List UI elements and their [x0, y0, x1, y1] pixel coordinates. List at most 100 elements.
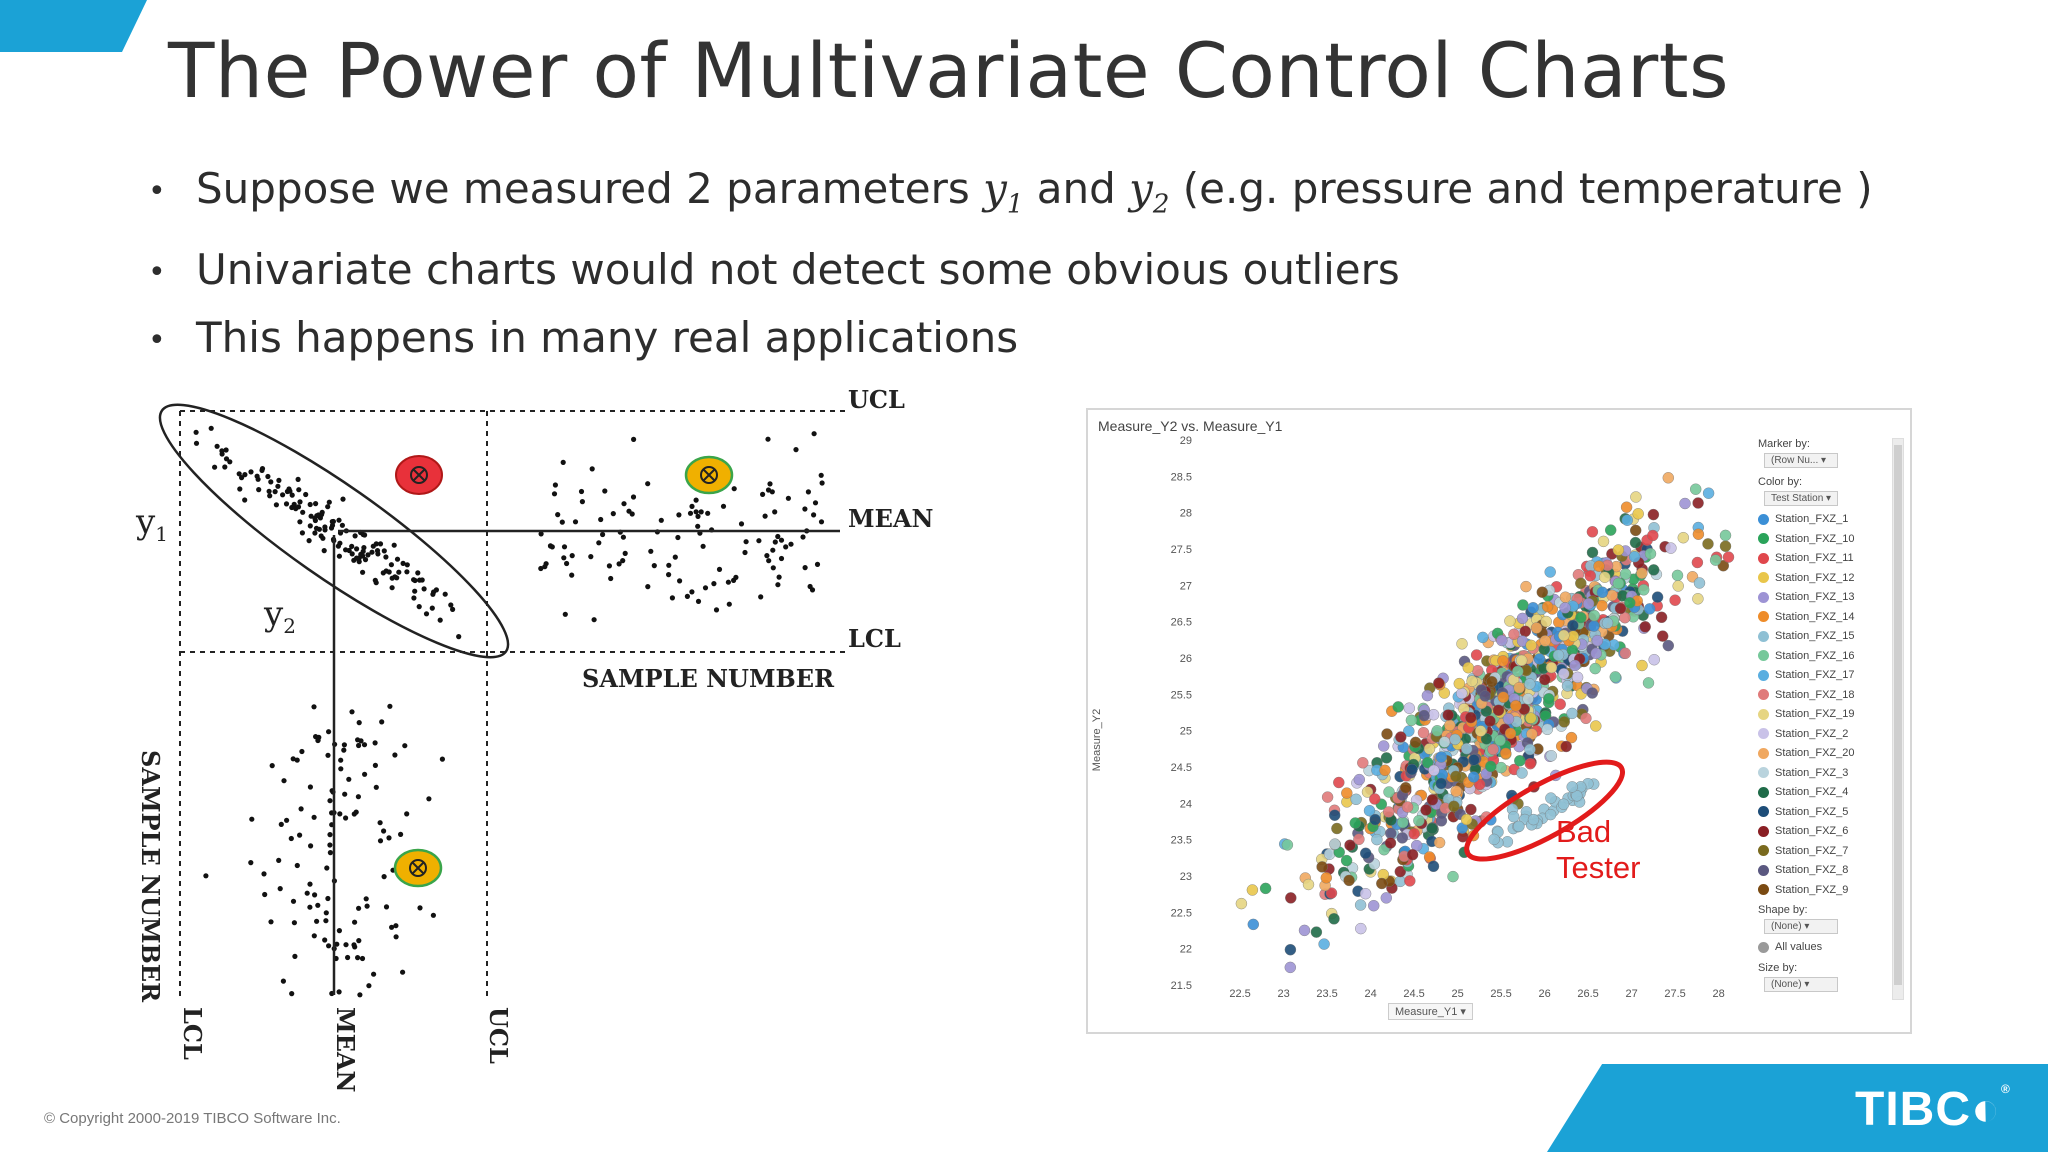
- scatter-point: [1692, 593, 1704, 605]
- legend-item[interactable]: Station_FXZ_10: [1758, 530, 1893, 550]
- scatter-point: [1651, 591, 1664, 603]
- legend-item[interactable]: Station_FXZ_4: [1758, 783, 1893, 803]
- scatter-point: [1316, 861, 1328, 873]
- scatter-plot[interactable]: 21.5 22 22.5 23 23.5 24 24.5 25 25.5 26 26.5 27 27.5…: [1088, 410, 1748, 1000]
- sample-dot: [360, 531, 366, 538]
- sample-dot: [381, 874, 387, 880]
- scatter-point: [1544, 566, 1556, 578]
- lcl-vertical-label: LCL: [178, 1007, 207, 1060]
- sample-number-vertical-label: SAMPLE NUMBER: [136, 750, 165, 1003]
- scatter-point: [1361, 786, 1374, 798]
- legend-label: Station_FXZ_15: [1775, 630, 1855, 642]
- sample-dot: [400, 969, 406, 975]
- scatter-point: [1235, 897, 1248, 910]
- legend-item[interactable]: Station_FXZ_3: [1758, 764, 1893, 784]
- sample-dot: [322, 527, 328, 533]
- scatter-point: [1545, 792, 1557, 804]
- scatter-point: [1496, 634, 1508, 647]
- circle-icon: [1758, 611, 1769, 623]
- size-by-dropdown[interactable]: (None) ▾: [1764, 976, 1838, 992]
- sample-dot: [404, 562, 410, 568]
- legend-item[interactable]: Station_FXZ_11: [1758, 549, 1893, 569]
- legend-item[interactable]: Station_FXZ_8: [1758, 861, 1893, 881]
- scatter-point: [1636, 567, 1648, 579]
- shape-by-dropdown[interactable]: (None) ▾: [1764, 919, 1838, 934]
- legend-item[interactable]: Station_FXZ_1: [1758, 510, 1893, 530]
- color-by-dropdown[interactable]: Test Station ▾: [1764, 491, 1839, 506]
- marker-by-dropdown[interactable]: (Row Nu... ▾: [1764, 453, 1838, 468]
- scatter-point: [1620, 501, 1633, 513]
- legend-item[interactable]: Station_FXZ_18: [1758, 686, 1893, 706]
- scatter-point: [1343, 874, 1355, 887]
- legend-item[interactable]: Station_FXZ_19: [1758, 705, 1893, 725]
- legend-item[interactable]: Station_FXZ_6: [1758, 822, 1893, 842]
- scatter-point: [1494, 734, 1506, 746]
- sample-dot: [602, 488, 608, 494]
- scatter-point: [1630, 491, 1642, 503]
- sample-dot: [297, 499, 303, 505]
- legend-item[interactable]: Station_FXZ_20: [1758, 744, 1893, 764]
- sample-dot: [359, 955, 366, 962]
- scatter-point: [1353, 833, 1365, 845]
- legend-item[interactable]: Station_FXZ_16: [1758, 647, 1893, 667]
- scatter-point: [1524, 678, 1536, 690]
- sample-dot: [429, 605, 435, 611]
- scatter-point: [1586, 687, 1598, 699]
- scatter-plot-panel[interactable]: Measure_Y2 vs. Measure_Y1 21.5 22 22.5 23 23…: [1086, 408, 1912, 1034]
- scatter-point: [1323, 848, 1336, 860]
- sample-dot: [307, 904, 313, 910]
- legend-item[interactable]: Station_FXZ_5: [1758, 803, 1893, 823]
- scatter-point: [1517, 599, 1529, 611]
- scatter-point: [1671, 569, 1684, 582]
- sample-dot: [372, 762, 378, 768]
- scatter-point: [1709, 554, 1722, 566]
- sample-dot: [538, 565, 544, 572]
- y-axis-label[interactable]: Measure_Y2: [1091, 708, 1104, 772]
- legend-item[interactable]: Station_FXZ_12: [1758, 569, 1893, 589]
- legend-item[interactable]: Station_FXZ_13: [1758, 588, 1893, 608]
- sample-dot: [775, 533, 781, 540]
- scatter-point: [1520, 580, 1532, 593]
- scatter-point: [1501, 836, 1514, 848]
- sample-dot: [327, 850, 333, 856]
- all-values-item[interactable]: All values: [1758, 938, 1893, 958]
- sample-dot: [622, 550, 628, 556]
- scatter-point: [1394, 865, 1406, 878]
- sample-dot: [299, 530, 305, 536]
- tibco-logo: TIBC◐®: [1855, 1082, 2011, 1136]
- legend-scrollbar[interactable]: [1892, 438, 1904, 1000]
- scatter-point: [1691, 556, 1704, 569]
- scrollbar-thumb[interactable]: [1894, 445, 1902, 985]
- legend-item[interactable]: Station_FXZ_9: [1758, 881, 1893, 901]
- legend-item[interactable]: Station_FXZ_2: [1758, 725, 1893, 745]
- scatter-point: [1516, 767, 1528, 779]
- bullet-text: Suppose we measured 2 parameters: [196, 164, 984, 213]
- scatter-point: [1524, 743, 1536, 756]
- scatter-point: [1331, 822, 1343, 835]
- sample-dot: [677, 578, 683, 584]
- sample-dot: [386, 835, 392, 841]
- legend-item[interactable]: Station_FXZ_15: [1758, 627, 1893, 647]
- legend-item[interactable]: Station_FXZ_7: [1758, 842, 1893, 862]
- sample-dot: [222, 464, 228, 470]
- sample-dot: [393, 934, 399, 940]
- sample-dot: [312, 530, 318, 536]
- scatter-point: [1418, 709, 1430, 722]
- scatter-point: [1644, 603, 1656, 615]
- legend-item[interactable]: Station_FXZ_14: [1758, 608, 1893, 628]
- sample-dot: [295, 504, 302, 510]
- scatter-point: [1513, 820, 1525, 832]
- sample-dot: [227, 459, 233, 465]
- sample-dot: [818, 472, 824, 478]
- scatter-point: [1690, 483, 1702, 495]
- scatter-point: [1444, 719, 1456, 731]
- scatter-point: [1606, 589, 1618, 602]
- scatter-point: [1381, 728, 1393, 740]
- sample-dot: [193, 429, 199, 435]
- legend-item[interactable]: Station_FXZ_17: [1758, 666, 1893, 686]
- scatter-point: [1406, 763, 1418, 776]
- scatter-point: [1368, 900, 1380, 912]
- x-axis-label[interactable]: Measure_Y1 ▾: [1388, 1003, 1473, 1020]
- legend-label: Station_FXZ_10: [1775, 532, 1855, 545]
- scatter-point: [1665, 542, 1677, 554]
